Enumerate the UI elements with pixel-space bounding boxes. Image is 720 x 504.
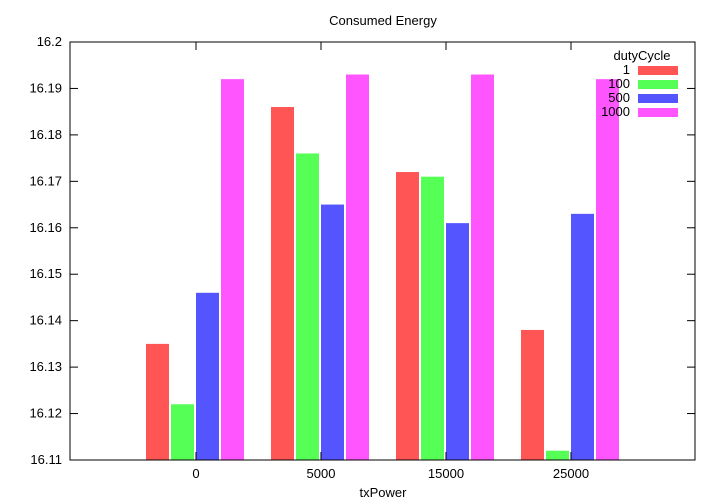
y-tick-label: 16.18 [29, 127, 62, 142]
y-tick-label: 16.17 [29, 173, 62, 188]
bars-layer [146, 74, 619, 461]
legend-label-1000: 1000 [601, 104, 630, 119]
bar-100-5000 [296, 153, 319, 460]
y-axis: 16.11 16.12 16.13 16.14 16.15 16.16 16.17 16.18… [29, 34, 695, 467]
bar-100-25000 [546, 450, 569, 460]
y-tick-label: 16.12 [29, 406, 62, 421]
x-tick-label: 25000 [553, 466, 589, 481]
bar-1-0 [146, 343, 169, 460]
legend-label-100: 100 [608, 76, 630, 91]
bar-1000-25000 [596, 79, 619, 461]
legend-swatch-1000 [638, 108, 678, 117]
legend-label-1: 1 [623, 62, 630, 77]
legend-swatch-100 [638, 80, 678, 89]
bar-1000-0 [221, 79, 244, 461]
bar-500-25000 [571, 213, 594, 460]
bar-1-25000 [521, 329, 544, 460]
bar-100-0 [171, 404, 194, 460]
bar-1000-5000 [346, 74, 369, 460]
x-axis-label: txPower [360, 485, 408, 500]
x-tick-label: 0 [192, 466, 199, 481]
x-tick-label: 5000 [307, 466, 336, 481]
bar-100-15000 [421, 176, 444, 460]
legend-swatch-1 [638, 66, 678, 75]
y-tick-label: 16.11 [30, 452, 62, 467]
y-tick-label: 16.13 [29, 359, 62, 374]
bar-500-0 [196, 292, 219, 460]
y-tick-label: 16.16 [29, 220, 62, 235]
legend-swatch-500 [638, 94, 678, 103]
bar-1-15000 [396, 172, 419, 461]
x-tick-label: 15000 [428, 466, 464, 481]
y-tick-label: 16.15 [29, 266, 62, 281]
legend-title: dutyCycle [613, 48, 670, 63]
legend-label-500: 500 [608, 90, 630, 105]
bar-500-15000 [446, 223, 469, 460]
bar-500-5000 [321, 204, 344, 460]
y-tick-label: 16.19 [29, 80, 62, 95]
bar-1000-15000 [471, 74, 494, 460]
bar-1-5000 [271, 107, 294, 461]
x-axis: 0 5000 15000 25000 [192, 42, 589, 481]
chart-title: Consumed Energy [329, 13, 437, 28]
y-tick-label: 16.2 [37, 34, 62, 49]
plot-frame [69, 41, 696, 461]
y-tick-label: 16.14 [29, 313, 62, 328]
